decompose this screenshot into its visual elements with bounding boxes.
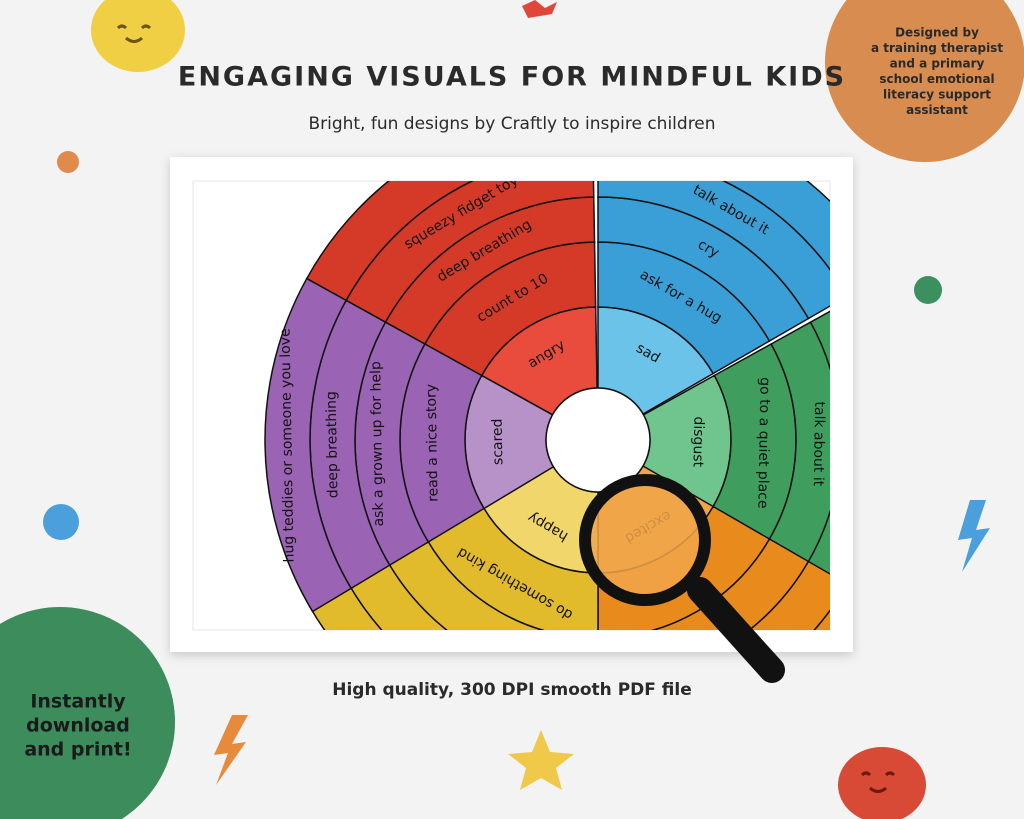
badge-line: assistant — [906, 103, 968, 117]
dot — [43, 504, 79, 540]
wheel-center — [545, 387, 651, 493]
callout-line: Instantly — [30, 691, 126, 713]
strategy-segment — [597, 181, 830, 320]
strategy-segment — [805, 310, 830, 581]
badge-line: and a primary — [890, 57, 985, 71]
smiley-blob — [838, 747, 926, 819]
strategy-segment — [305, 181, 474, 302]
magnifier-lens — [579, 474, 711, 606]
badge-text: Designed bya training therapist and a pri… — [871, 26, 1003, 118]
callout-circle — [0, 607, 175, 819]
strategy-label: deep breathing — [324, 391, 342, 498]
strategy-label: read a nice story — [423, 384, 441, 502]
strategy-label: hug teddies or someone you love — [278, 328, 298, 562]
strategy-segment — [264, 277, 353, 613]
star — [508, 730, 574, 790]
smiley-blob — [91, 0, 185, 72]
strategy-segment — [722, 181, 830, 271]
emotion-label: scared — [490, 418, 507, 465]
dot — [914, 276, 942, 304]
badge — [825, 0, 1024, 162]
badge-line: Designed by — [895, 26, 979, 40]
star — [522, 0, 557, 18]
title: ENGAGING VISUALS FOR MINDFUL KIDS — [178, 62, 846, 93]
footer: High quality, 300 DPI smooth PDF file — [332, 680, 692, 700]
badge-line: a training therapist — [871, 41, 1003, 55]
lightning — [958, 500, 990, 572]
lightning — [214, 715, 248, 785]
smiley-face — [116, 24, 152, 43]
strategy-segment — [813, 609, 830, 630]
emotion-label: disgust — [690, 416, 707, 467]
callout-line: and print! — [24, 739, 131, 761]
dot — [57, 151, 79, 173]
subtitle: Bright, fun designs by Craftly to inspir… — [308, 114, 715, 134]
badge-line: school emotional — [879, 72, 994, 86]
smiley-face — [860, 771, 896, 793]
strategy-label: ask a grown up for help — [368, 361, 387, 527]
badge-line: literacy support — [883, 88, 991, 102]
magnifier-handle — [687, 577, 785, 683]
strategy-segment — [748, 560, 830, 630]
callout-line: download — [26, 715, 130, 737]
strategy-label: go to a quiet place — [754, 377, 772, 509]
strategy-label: talk about it — [810, 401, 827, 487]
